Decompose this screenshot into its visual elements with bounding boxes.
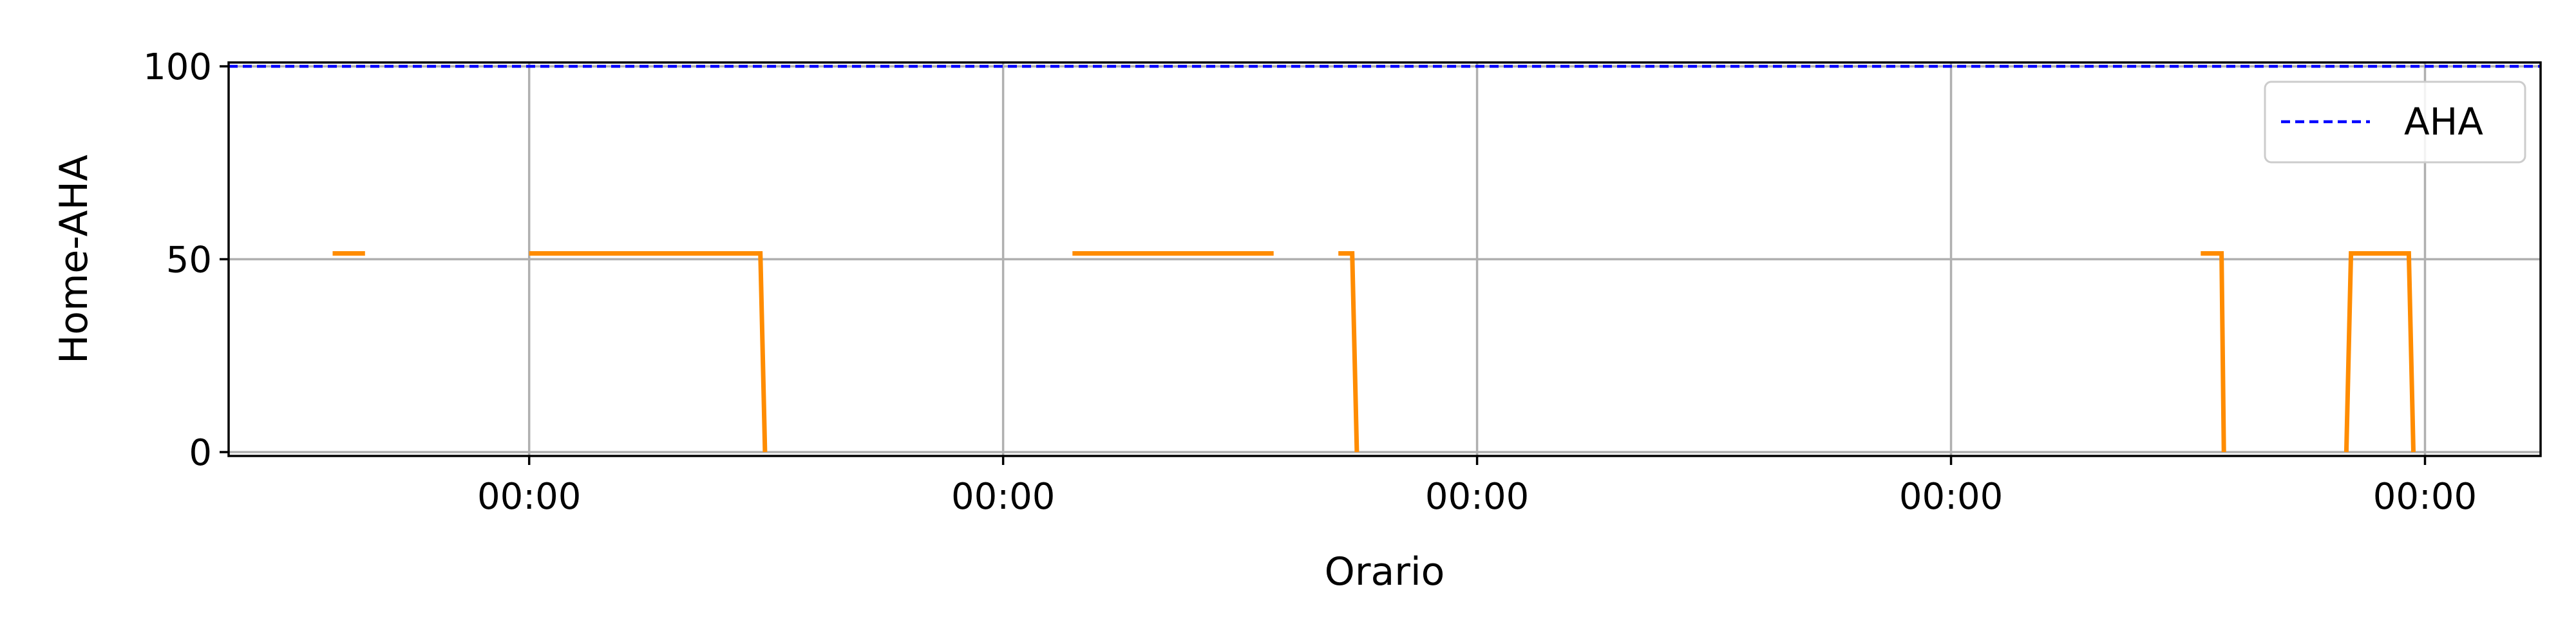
y-axis-label: Home-AHA — [52, 155, 97, 364]
y-tick-label: 0 — [189, 432, 212, 474]
x-axis-label: Orario — [1325, 549, 1445, 594]
home-aha-segment — [529, 251, 768, 453]
ticks-layer: 00:00 00:00 00:00 00:00 00:00 0 50 100 — [143, 46, 2477, 518]
legend: AHA — [2264, 80, 2526, 164]
x-tick-label: 00:00 — [951, 476, 1055, 518]
grid-layer — [229, 62, 2541, 456]
x-tick-label: 00:00 — [1899, 476, 2003, 518]
legend-label-aha: AHA — [2404, 100, 2483, 144]
x-tick-label: 00:00 — [1425, 476, 1529, 518]
y-tick-label: 100 — [143, 46, 212, 88]
series-layer — [229, 64, 2541, 453]
home-aha-segment — [2344, 251, 2416, 453]
y-tick-label: 50 — [166, 240, 212, 281]
x-tick-label: 00:00 — [477, 476, 581, 518]
legend-box — [2264, 80, 2526, 164]
home-aha-segment — [1338, 251, 1359, 453]
home-aha-segment — [2201, 251, 2226, 453]
x-tick-label: 00:00 — [2373, 476, 2477, 518]
